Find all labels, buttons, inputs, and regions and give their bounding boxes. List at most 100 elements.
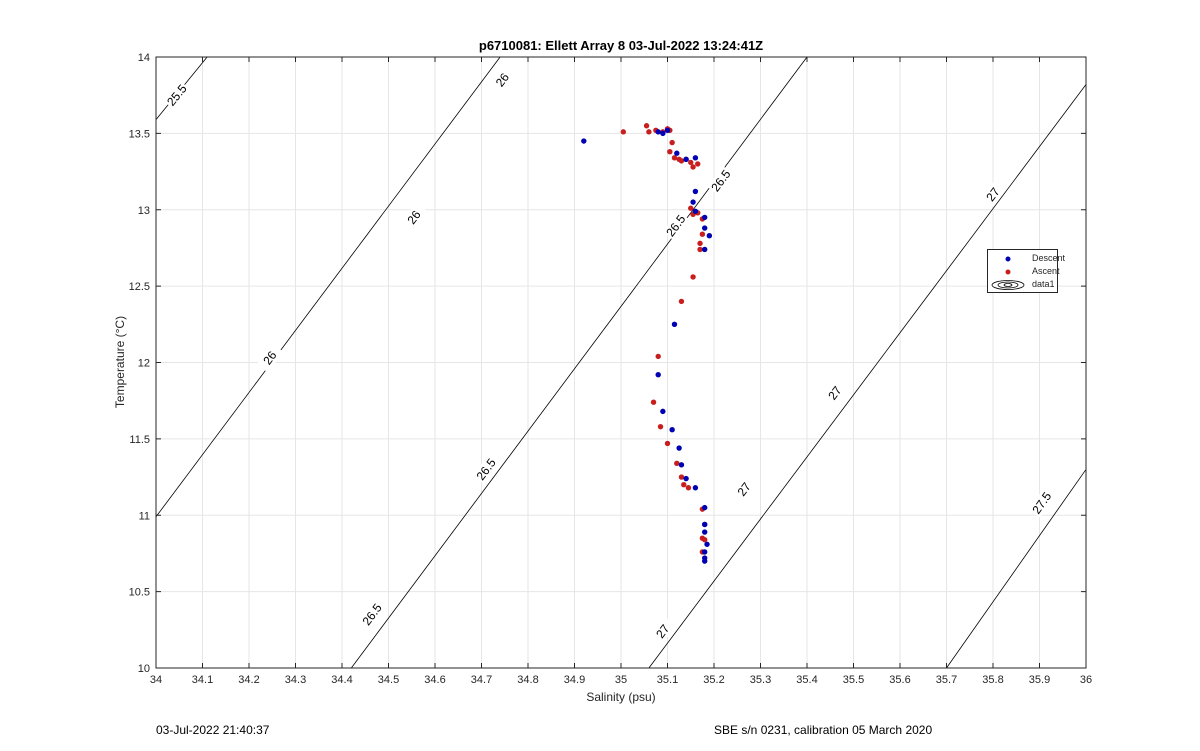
contour-label-bg [707, 166, 735, 196]
ascent-point [674, 460, 680, 467]
ascent-point [669, 139, 675, 146]
grid-lines [155, 56, 1087, 669]
descent-point [581, 138, 587, 144]
x-tick-label: 34.8 [517, 674, 538, 686]
descent-point [692, 188, 699, 195]
contour-label-bg [472, 454, 500, 485]
descent-point [702, 521, 708, 528]
descent-point [706, 233, 713, 239]
y-tick-label: 10.5 [129, 587, 150, 599]
ascent-point [671, 155, 678, 161]
x-tick-label: 34.2 [238, 674, 259, 686]
x-tick-label: 35.2 [703, 674, 724, 686]
ascent-point [702, 536, 708, 543]
x-tick-label: 34 [150, 674, 162, 686]
chart-title: p6710081: Ellett Array 8 03-Jul-2022 13:… [479, 38, 763, 53]
descent-point [704, 541, 710, 547]
y-tick-label: 13 [138, 205, 150, 217]
x-tick-label: 34.4 [331, 674, 352, 686]
ascent-point [664, 440, 671, 447]
isopycnal-line [648, 84, 1087, 669]
ascent-point [667, 149, 673, 155]
ascent-point [678, 474, 685, 480]
x-tick-label: 34.3 [285, 674, 306, 686]
descent-point [702, 529, 708, 535]
ascent-marker-icon [1005, 269, 1011, 275]
descent-point [683, 156, 689, 163]
x-tick-label: 35.7 [936, 674, 957, 686]
ascent-point [690, 164, 696, 170]
y-tick-label: 10 [138, 663, 150, 675]
descent-point [678, 462, 685, 468]
data-points [581, 123, 713, 564]
x-tick-label: 35.6 [889, 674, 910, 686]
axis-ticks: 34 34.1 34.2 34.3 34.4 34.5 34.6 34.7 34.8 34.9 35… [129, 52, 1093, 686]
isopycnal-line [946, 469, 1087, 669]
x-tick-label: 35.5 [843, 674, 864, 686]
contour-label-bg [821, 378, 849, 408]
y-tick-label: 14 [138, 52, 150, 64]
descent-point [664, 127, 671, 134]
descent-point [655, 372, 661, 378]
contour-label-bg [489, 65, 516, 95]
x-tick-label: 35.8 [982, 674, 1003, 686]
contour-label-bg [400, 202, 428, 232]
y-tick-label: 13.5 [129, 128, 150, 140]
descent-marker-icon [1005, 256, 1011, 262]
x-tick-label: 34.7 [471, 674, 492, 686]
ascent-point [650, 399, 657, 405]
contour-label-bg [163, 80, 191, 110]
x-tick-label: 35.9 [1029, 674, 1050, 686]
contour-label-bg [649, 616, 677, 646]
descent-point [702, 558, 708, 564]
descent-point [692, 155, 699, 161]
ascent-point [643, 123, 650, 129]
ascent-point [657, 423, 664, 430]
descent-point [702, 549, 708, 555]
x-tick-label: 34.6 [424, 674, 445, 686]
contour-label-bg [256, 343, 284, 373]
descent-point [702, 225, 708, 231]
footer-date: 03-Jul-2022 21:40:37 [156, 723, 270, 737]
descent-point [674, 150, 680, 156]
descent-point [702, 214, 708, 221]
legend-label-descent: Descent [1032, 253, 1066, 263]
x-axis-title: Salinity (psu) [586, 690, 655, 704]
descent-point [671, 321, 678, 328]
ascent-point [690, 274, 696, 280]
footer-calibration: SBE s/n 0231, calibration 05 March 2020 [714, 723, 933, 737]
ascent-point [678, 158, 685, 164]
x-tick-label: 34.9 [564, 674, 585, 686]
legend-label-ascent: Ascent [1032, 266, 1060, 276]
contour-label-bg [1028, 488, 1056, 518]
descent-point [692, 208, 699, 214]
descent-point [660, 130, 666, 137]
x-tick-label: 35.4 [796, 674, 817, 686]
ascent-point [697, 246, 703, 253]
y-tick-label: 12.5 [129, 281, 150, 293]
legend-label-data1: data1 [1032, 279, 1055, 289]
ascent-point [620, 129, 627, 135]
ascent-point [655, 353, 661, 360]
contour-label-bg [358, 599, 386, 630]
y-axis-title: Temperature (°C) [113, 316, 127, 408]
ascent-point [646, 129, 652, 135]
legend-item-data1: data1 [988, 278, 1057, 290]
ascent-point [688, 205, 694, 211]
descent-point [676, 445, 682, 451]
descent-point [690, 199, 696, 205]
contour-label-bg [662, 211, 690, 241]
legend[interactable]: Descent Ascent data1 [987, 249, 1065, 293]
ascent-point [695, 161, 701, 167]
y-tick-label: 12 [138, 358, 150, 370]
legend-item-ascent: Ascent [988, 265, 1060, 277]
descent-point [655, 129, 661, 135]
ascent-point [699, 231, 706, 237]
y-tick-label: 11.5 [129, 434, 150, 446]
isopycnal-line [155, 56, 501, 518]
descent-point [702, 246, 708, 253]
legend-item-descent: Descent [988, 252, 1065, 264]
descent-point [702, 504, 708, 511]
